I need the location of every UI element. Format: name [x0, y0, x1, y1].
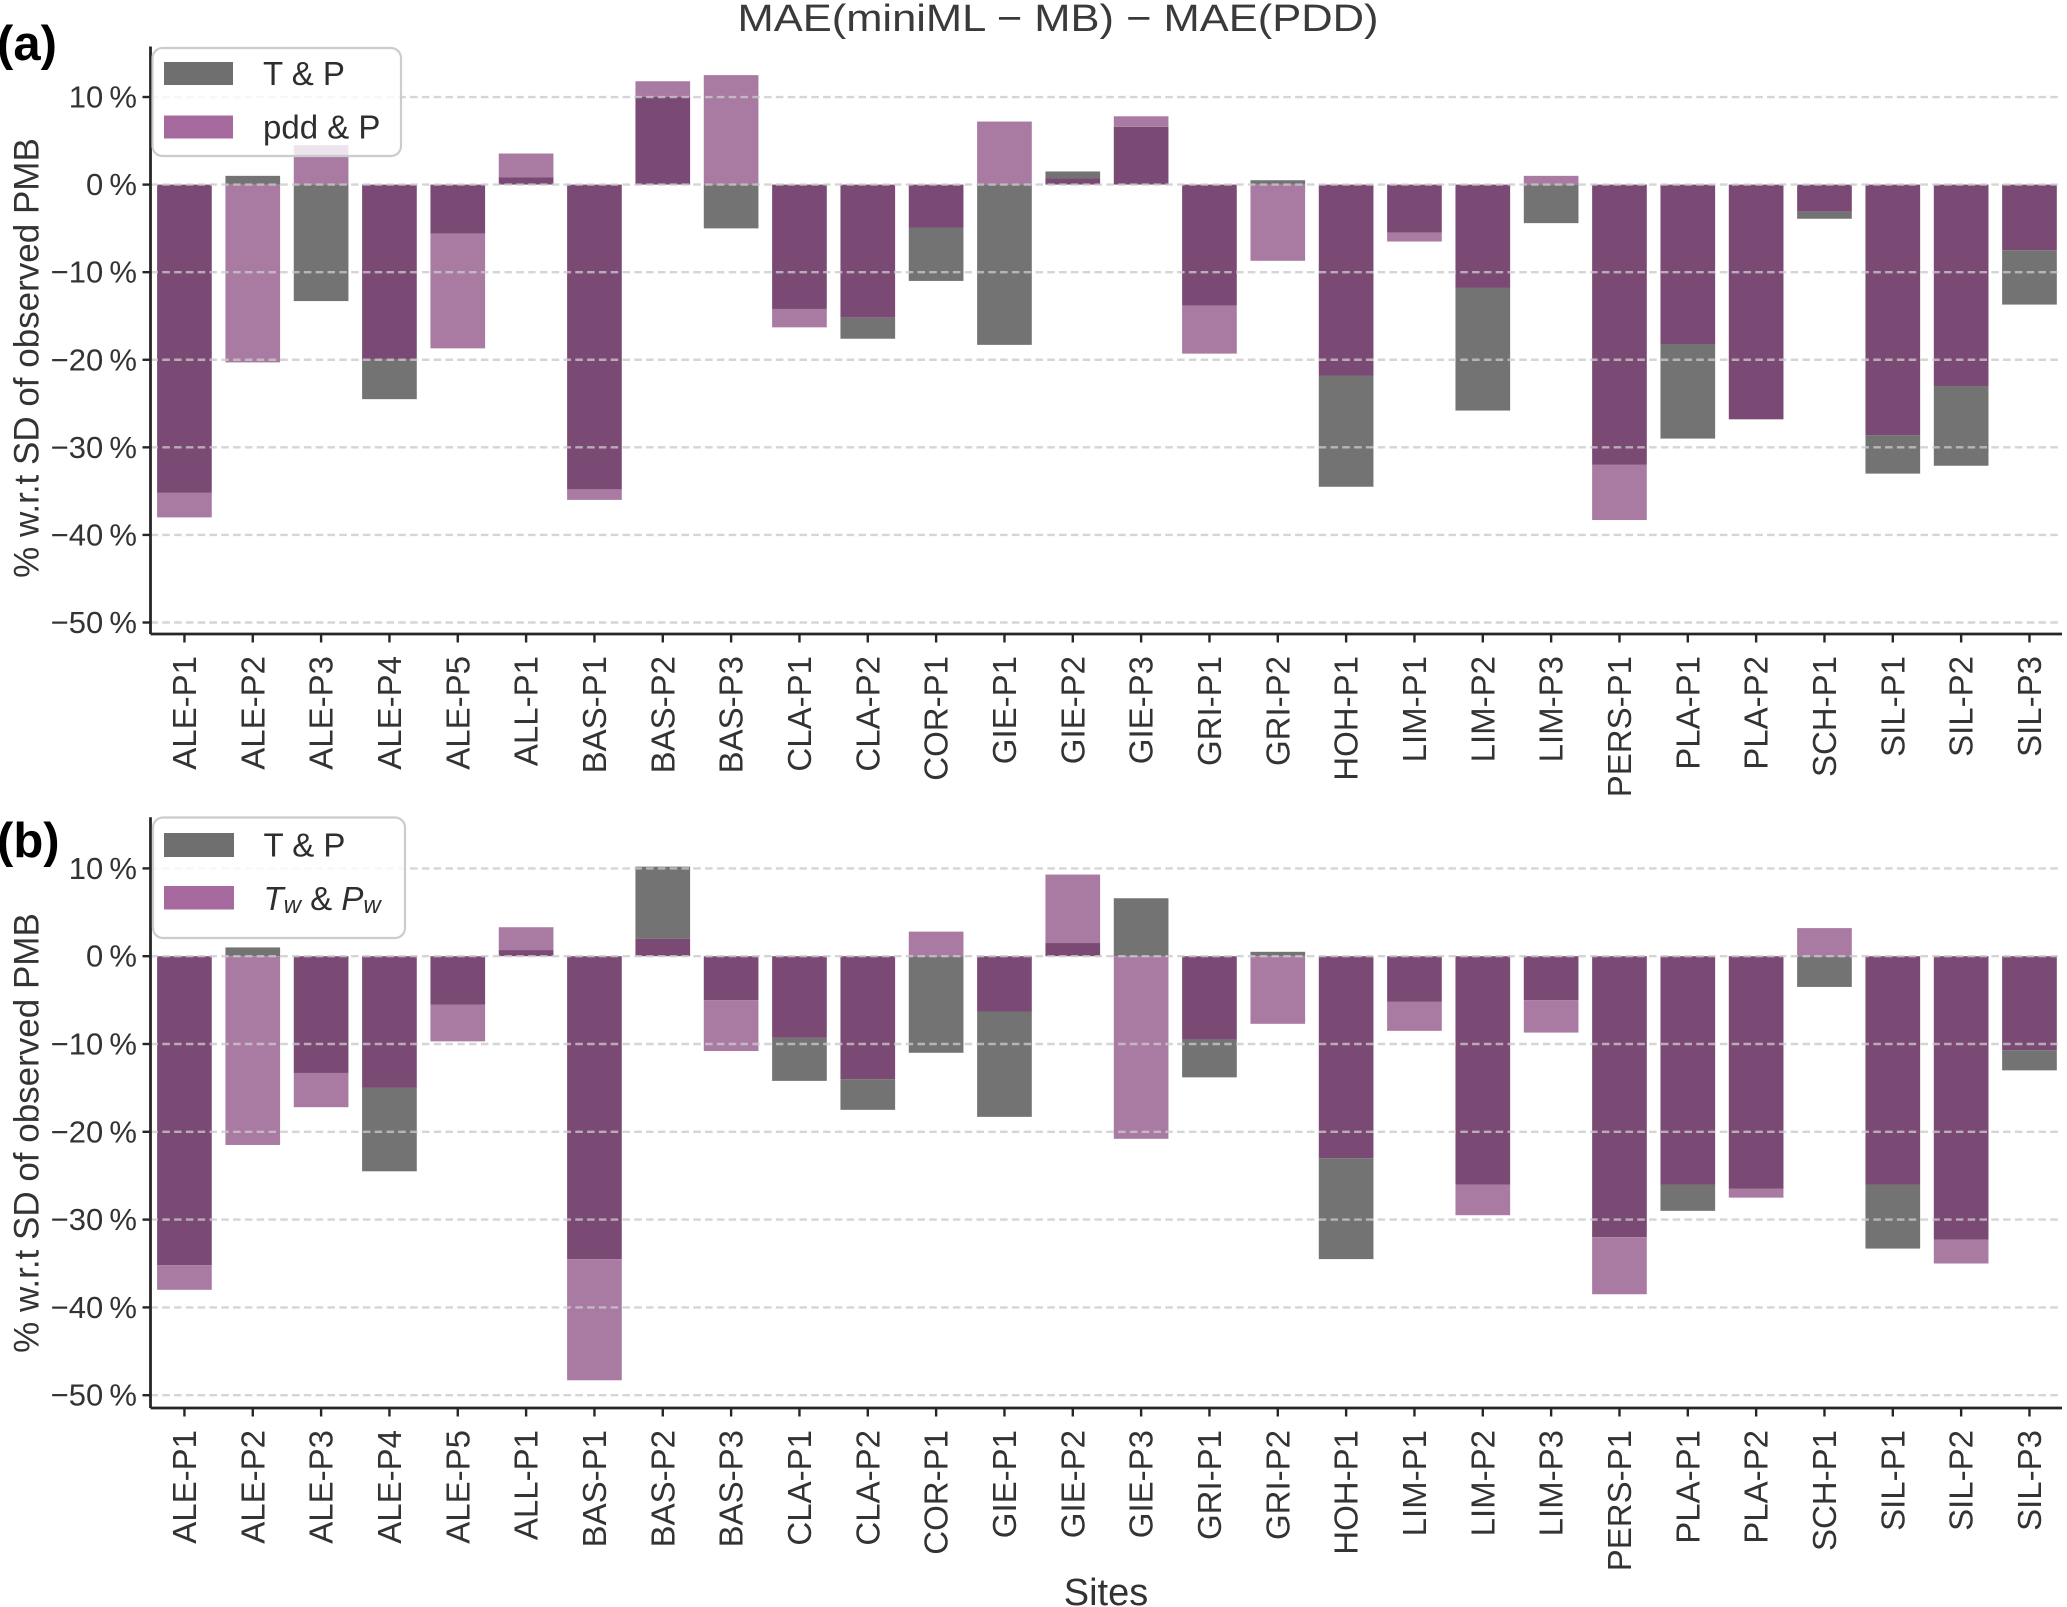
svg-text:SIL-P1: SIL-P1 [1874, 656, 1911, 757]
svg-text:% w.r.t SD of observed PMB: % w.r.t SD of observed PMB [8, 913, 47, 1353]
svg-text:CLA-P1: CLA-P1 [781, 1430, 818, 1546]
svg-text:−30 %: −30 % [51, 1202, 137, 1237]
svg-text:BAS-P1: BAS-P1 [576, 1430, 613, 1547]
svg-text:−40 %: −40 % [51, 517, 137, 552]
svg-text:GIE-P1: GIE-P1 [986, 656, 1023, 764]
svg-text:T & P: T & P [264, 827, 346, 864]
svg-text:(a): (a) [0, 17, 57, 71]
svg-text:10 %: 10 % [69, 851, 137, 886]
svg-text:(b): (b) [0, 814, 60, 868]
svg-text:Tw & Pw: Tw & Pw [264, 880, 383, 919]
svg-text:−10 %: −10 % [51, 1027, 137, 1062]
svg-text:ALL-P1: ALL-P1 [508, 656, 545, 766]
svg-text:SIL-P2: SIL-P2 [1943, 1430, 1980, 1531]
svg-text:−20 %: −20 % [51, 342, 137, 377]
svg-text:LIM-P2: LIM-P2 [1464, 1430, 1501, 1536]
svg-text:BAS-P2: BAS-P2 [644, 656, 681, 773]
svg-text:pdd & P: pdd & P [263, 109, 380, 146]
svg-text:LIM-P1: LIM-P1 [1396, 656, 1433, 762]
svg-text:GIE-P3: GIE-P3 [1123, 1430, 1160, 1538]
svg-text:SIL-P3: SIL-P3 [2011, 656, 2048, 757]
svg-text:CLA-P1: CLA-P1 [781, 656, 818, 772]
svg-text:0 %: 0 % [86, 167, 137, 202]
svg-text:GRI-P2: GRI-P2 [1259, 656, 1296, 766]
svg-text:BAS-P2: BAS-P2 [644, 1430, 681, 1547]
svg-text:LIM-P2: LIM-P2 [1464, 656, 1501, 762]
svg-text:0 %: 0 % [86, 939, 137, 974]
svg-text:ALE-P1: ALE-P1 [166, 656, 203, 770]
svg-text:GIE-P2: GIE-P2 [1054, 1430, 1091, 1538]
svg-text:−20 %: −20 % [51, 1114, 137, 1149]
svg-text:CLA-P2: CLA-P2 [849, 1430, 886, 1546]
svg-text:ALE-P2: ALE-P2 [234, 1430, 271, 1544]
svg-text:ALE-P2: ALE-P2 [234, 656, 271, 770]
svg-text:LIM-P3: LIM-P3 [1533, 1430, 1570, 1536]
svg-text:ALE-P5: ALE-P5 [439, 1430, 476, 1544]
svg-text:Sites: Sites [1064, 1572, 1148, 1607]
svg-text:SIL-P2: SIL-P2 [1943, 656, 1980, 757]
svg-text:T & P: T & P [263, 55, 345, 92]
svg-text:−40 %: −40 % [51, 1290, 137, 1325]
svg-text:% w.r.t SD of observed PMB: % w.r.t SD of observed PMB [8, 138, 47, 578]
svg-text:BAS-P3: BAS-P3 [713, 1430, 750, 1547]
svg-text:GIE-P1: GIE-P1 [986, 1430, 1023, 1538]
svg-text:SCH-P1: SCH-P1 [1806, 1430, 1843, 1551]
svg-text:SIL-P1: SIL-P1 [1874, 1430, 1911, 1531]
svg-text:LIM-P1: LIM-P1 [1396, 1430, 1433, 1536]
svg-text:SCH-P1: SCH-P1 [1806, 656, 1843, 777]
svg-text:ALE-P5: ALE-P5 [439, 656, 476, 770]
svg-text:CLA-P2: CLA-P2 [849, 656, 886, 772]
svg-text:PERS-P1: PERS-P1 [1601, 1430, 1638, 1571]
svg-text:−30 %: −30 % [51, 430, 137, 465]
svg-text:−50 %: −50 % [51, 1378, 137, 1413]
svg-text:GIE-P2: GIE-P2 [1054, 656, 1091, 764]
svg-text:MAE(miniML − MB) − MAE(PDD): MAE(miniML − MB) − MAE(PDD) [738, 0, 1379, 40]
svg-text:SIL-P3: SIL-P3 [2011, 1430, 2048, 1531]
svg-text:BAS-P1: BAS-P1 [576, 656, 613, 773]
svg-text:ALE-P4: ALE-P4 [371, 656, 408, 770]
svg-text:PLA-P1: PLA-P1 [1669, 656, 1706, 770]
svg-text:HOH-P1: HOH-P1 [1328, 656, 1365, 781]
svg-text:ALE-P4: ALE-P4 [371, 1430, 408, 1544]
svg-text:COR-P1: COR-P1 [918, 1430, 955, 1555]
svg-text:ALE-P3: ALE-P3 [303, 1430, 340, 1544]
svg-text:ALE-P1: ALE-P1 [166, 1430, 203, 1544]
svg-text:−10 %: −10 % [51, 255, 137, 290]
svg-text:LIM-P3: LIM-P3 [1533, 656, 1570, 762]
svg-text:GRI-P1: GRI-P1 [1191, 1430, 1228, 1540]
svg-text:PLA-P2: PLA-P2 [1738, 656, 1775, 770]
svg-text:ALE-P3: ALE-P3 [303, 656, 340, 770]
svg-text:HOH-P1: HOH-P1 [1328, 1430, 1365, 1555]
svg-text:GRI-P2: GRI-P2 [1259, 1430, 1296, 1540]
svg-text:BAS-P3: BAS-P3 [713, 656, 750, 773]
svg-text:−50 %: −50 % [51, 605, 137, 640]
svg-text:PERS-P1: PERS-P1 [1601, 656, 1638, 797]
svg-text:ALL-P1: ALL-P1 [508, 1430, 545, 1540]
svg-text:PLA-P1: PLA-P1 [1669, 1430, 1706, 1544]
svg-text:COR-P1: COR-P1 [918, 656, 955, 781]
svg-text:10 %: 10 % [69, 80, 137, 115]
svg-text:PLA-P2: PLA-P2 [1738, 1430, 1775, 1544]
svg-text:GRI-P1: GRI-P1 [1191, 656, 1228, 766]
svg-text:GIE-P3: GIE-P3 [1123, 656, 1160, 764]
